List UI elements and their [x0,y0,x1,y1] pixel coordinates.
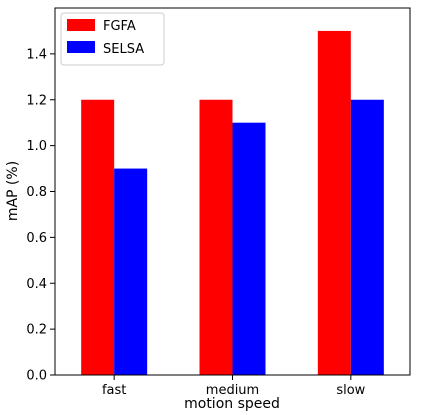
legend-label-selsa: SELSA [103,42,144,57]
bar-selsa-medium [232,122,266,375]
legend-swatch-selsa [67,41,95,53]
x-axis-label: motion speed [184,396,280,412]
y-tick-label: 1.4 [26,47,47,62]
x-tick-label-slow: slow [336,383,365,398]
y-tick-label: 1.0 [26,139,47,154]
bar-selsa-fast [114,168,148,375]
bar-fgfa-slow [317,30,351,375]
legend-label-fgfa: FGFA [103,19,136,34]
x-tick-label-fast: fast [102,383,126,398]
x-tick-label-medium: medium [206,383,259,398]
y-tick-label: 0.6 [26,231,47,246]
y-axis: 0.0 0.2 0.4 0.6 0.8 1.0 1.2 1.4 [26,47,55,384]
y-tick-label: 0.4 [26,277,47,292]
y-tick-label: 0.8 [26,185,47,200]
y-tick-label: 1.2 [26,93,47,108]
legend: FGFA SELSA [60,12,165,66]
bar-fgfa-fast [81,99,115,375]
y-tick-label: 0.2 [26,323,47,338]
y-tick-label: 0.0 [26,369,47,384]
legend-swatch-fgfa [67,19,95,31]
x-axis: fast medium slow [102,375,366,398]
bars-group [81,30,384,375]
y-axis-label: mAP (%) [5,161,21,221]
bar-selsa-slow [350,99,384,375]
bar-fgfa-medium [199,99,233,375]
